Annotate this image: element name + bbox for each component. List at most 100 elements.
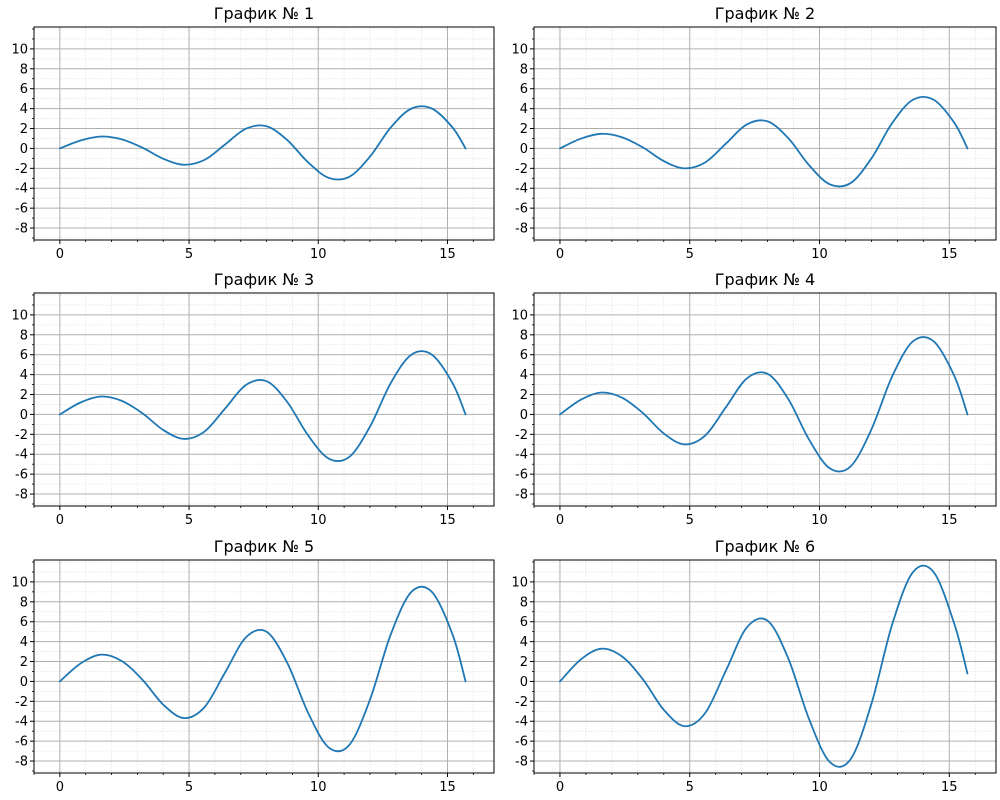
y-tick-label: 6 bbox=[20, 348, 28, 363]
y-tick-label: 0 bbox=[520, 142, 528, 157]
y-tick-label: -6 bbox=[515, 202, 528, 217]
x-tick-label: 15 bbox=[941, 513, 958, 528]
ticks: 0 5 10 15 -8 -6 -4 -2 0 2 4 6 8 10 bbox=[511, 294, 976, 528]
y-tick-label: 0 bbox=[20, 142, 28, 157]
y-tick-label: 8 bbox=[20, 595, 28, 610]
chart-panel-1: График № 1 0 5 10 15 -8 -6 -4 -2 0 2 4 6 8 10 bbox=[11, 4, 495, 262]
x-tick-label: 15 bbox=[941, 247, 958, 262]
grid bbox=[533, 293, 996, 506]
x-tick-label: 15 bbox=[439, 780, 456, 795]
y-tick-label: -4 bbox=[15, 715, 28, 730]
y-tick-label: 2 bbox=[20, 655, 28, 670]
y-tick-label: 2 bbox=[520, 655, 528, 670]
y-tick-label: 6 bbox=[20, 615, 28, 630]
y-tick-label: 10 bbox=[511, 308, 528, 323]
y-tick-label: -8 bbox=[15, 488, 28, 503]
y-tick-label: 10 bbox=[511, 42, 528, 57]
plot-frame bbox=[533, 292, 997, 507]
ticks: 0 5 10 15 -8 -6 -4 -2 0 2 4 6 8 10 bbox=[511, 28, 976, 262]
y-tick-label: 2 bbox=[20, 388, 28, 403]
y-tick-label: -4 bbox=[515, 448, 528, 463]
grid bbox=[33, 560, 494, 773]
x-tick-label: 5 bbox=[686, 247, 694, 262]
y-tick-label: -4 bbox=[515, 715, 528, 730]
series-line bbox=[58, 585, 467, 753]
x-tick-label: 15 bbox=[439, 513, 456, 528]
y-tick-label: 10 bbox=[11, 42, 28, 57]
x-tick-label: 5 bbox=[686, 780, 694, 795]
x-tick-label: 10 bbox=[811, 247, 828, 262]
plot-frame bbox=[533, 26, 997, 241]
x-tick-label: 5 bbox=[686, 513, 694, 528]
y-tick-label: 6 bbox=[520, 82, 528, 97]
x-tick-label: 10 bbox=[811, 513, 828, 528]
chart-panel-6: График № 6 0 5 10 15 -8 -6 -4 -2 0 2 4 6 8 10 bbox=[511, 537, 997, 795]
x-tick-label: 5 bbox=[185, 513, 193, 528]
plot-frame bbox=[33, 559, 495, 774]
y-tick-label: 0 bbox=[520, 408, 528, 423]
y-tick-label: -2 bbox=[15, 695, 28, 710]
chart-title: График № 4 bbox=[715, 270, 815, 289]
y-tick-label: -6 bbox=[15, 468, 28, 483]
ticks: 0 5 10 15 -8 -6 -4 -2 0 2 4 6 8 10 bbox=[11, 28, 474, 262]
y-tick-label: 4 bbox=[20, 102, 28, 117]
y-tick-label: 8 bbox=[520, 595, 528, 610]
grid bbox=[533, 560, 996, 773]
y-tick-label: -8 bbox=[515, 755, 528, 770]
y-tick-label: -8 bbox=[515, 488, 528, 503]
y-tick-label: 4 bbox=[20, 368, 28, 383]
y-tick-label: 2 bbox=[520, 122, 528, 137]
x-tick-label: 10 bbox=[310, 780, 327, 795]
chart-panel-2: График № 2 0 5 10 15 -8 -6 -4 -2 0 2 4 6 8 10 bbox=[511, 4, 997, 262]
y-tick-label: -6 bbox=[515, 468, 528, 483]
x-tick-label: 0 bbox=[556, 780, 564, 795]
y-tick-label: 0 bbox=[520, 675, 528, 690]
y-tick-label: -6 bbox=[15, 202, 28, 217]
y-tick-label: -2 bbox=[15, 428, 28, 443]
x-tick-label: 15 bbox=[941, 780, 958, 795]
y-tick-label: -2 bbox=[515, 428, 528, 443]
y-tick-label: 8 bbox=[20, 62, 28, 77]
x-tick-label: 0 bbox=[56, 780, 64, 795]
plot-frame bbox=[33, 292, 495, 507]
y-tick-label: -8 bbox=[515, 222, 528, 237]
plot-frame bbox=[33, 26, 495, 241]
series-line bbox=[58, 350, 467, 462]
y-tick-label: 6 bbox=[520, 348, 528, 363]
y-tick-label: 4 bbox=[520, 635, 528, 650]
y-tick-label: -4 bbox=[515, 182, 528, 197]
series-line bbox=[58, 105, 467, 181]
x-tick-label: 10 bbox=[310, 247, 327, 262]
series-line bbox=[559, 336, 969, 473]
x-tick-label: 0 bbox=[556, 513, 564, 528]
series-line bbox=[559, 564, 969, 768]
ticks: 0 5 10 15 -8 -6 -4 -2 0 2 4 6 8 10 bbox=[11, 561, 474, 795]
x-tick-label: 5 bbox=[185, 780, 193, 795]
y-tick-label: 0 bbox=[20, 675, 28, 690]
x-tick-label: 5 bbox=[185, 247, 193, 262]
chart-title: График № 6 bbox=[715, 537, 815, 556]
y-tick-label: 4 bbox=[520, 368, 528, 383]
series-line bbox=[559, 95, 969, 188]
y-tick-label: -8 bbox=[15, 222, 28, 237]
y-tick-label: 10 bbox=[11, 308, 28, 323]
chart-panel-4: График № 4 0 5 10 15 -8 -6 -4 -2 0 2 4 6 8 10 bbox=[511, 270, 997, 528]
grid bbox=[533, 27, 996, 240]
y-tick-label: 4 bbox=[520, 102, 528, 117]
y-tick-label: 10 bbox=[11, 575, 28, 590]
x-tick-label: 0 bbox=[56, 513, 64, 528]
chart-title: График № 1 bbox=[214, 4, 314, 23]
y-tick-label: 2 bbox=[520, 388, 528, 403]
y-tick-label: 0 bbox=[20, 408, 28, 423]
y-tick-label: 4 bbox=[20, 635, 28, 650]
x-tick-label: 10 bbox=[310, 513, 327, 528]
y-tick-label: -6 bbox=[515, 735, 528, 750]
y-tick-label: -6 bbox=[15, 735, 28, 750]
chart-title: График № 5 bbox=[214, 537, 314, 556]
y-tick-label: 8 bbox=[20, 328, 28, 343]
ticks: 0 5 10 15 -8 -6 -4 -2 0 2 4 6 8 10 bbox=[511, 561, 976, 795]
y-tick-label: -8 bbox=[15, 755, 28, 770]
y-tick-label: -2 bbox=[515, 695, 528, 710]
y-tick-label: -4 bbox=[15, 448, 28, 463]
